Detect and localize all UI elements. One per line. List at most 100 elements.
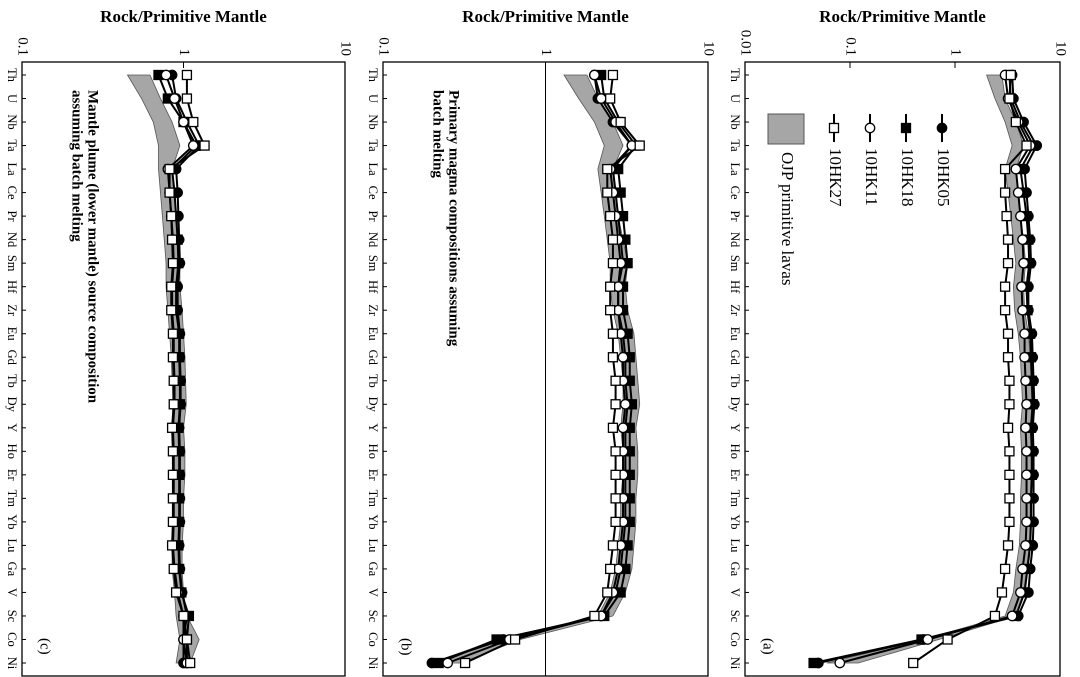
x-tick-label: Gd	[728, 350, 742, 366]
annotation: Mantle plume (lower mantle) source compo…	[85, 90, 101, 404]
x-tick-label: Pr	[5, 211, 19, 223]
axis-title: Rock/Primitive Mantle	[819, 7, 986, 26]
annotation: Primary magma compositions assuming	[446, 90, 462, 347]
annotation: assuming batch melting	[69, 90, 85, 242]
x-tick-label: Pr	[728, 211, 742, 223]
x-tick-label: Hf	[728, 280, 742, 294]
x-tick-label: U	[366, 94, 380, 103]
x-tick-label: Yb	[366, 514, 380, 529]
marker	[615, 116, 626, 128]
marker	[1010, 163, 1022, 175]
x-tick-label: Y	[366, 423, 380, 432]
marker	[181, 93, 193, 104]
x-tick-label: Pr	[366, 211, 380, 223]
marker	[1004, 399, 1015, 410]
marker	[1020, 375, 1031, 387]
x-tick-label: V	[366, 588, 380, 597]
panel-label: (b)	[398, 638, 414, 656]
legend-label: 10HK05	[934, 148, 953, 207]
marker	[1004, 493, 1015, 504]
marker	[166, 540, 178, 551]
x-tick-label: Ce	[5, 186, 19, 200]
x-tick-label: Gd	[366, 350, 380, 366]
marker	[1021, 445, 1032, 457]
marker	[442, 657, 454, 669]
marker	[1021, 516, 1032, 528]
marker	[1001, 210, 1012, 222]
marker	[164, 187, 175, 198]
marker	[160, 69, 172, 81]
x-tick-label: Th	[728, 68, 742, 83]
x-tick-label: Dy	[5, 397, 19, 413]
marker	[607, 328, 619, 339]
marker	[922, 634, 934, 645]
legend-label: 10HK11	[862, 148, 881, 206]
marker	[1004, 469, 1015, 480]
marker	[167, 352, 179, 363]
x-tick-label: Lu	[728, 538, 742, 553]
marker	[1017, 234, 1028, 245]
x-tick-label: Nd	[366, 232, 380, 248]
x-tick-label: Tb	[728, 374, 742, 388]
panel: 0.1 1 10 Th U Nb Ta La Ce Pr Nd Sm Hf Zr Eu Gd Tb Dy Y Ho Er…	[366, 37, 717, 677]
marker	[828, 122, 840, 134]
x-tick-label: Ni	[5, 657, 19, 670]
x-tick-label: Zr	[728, 304, 742, 317]
y-tick-label: 10	[338, 41, 354, 56]
marker	[1020, 540, 1031, 551]
marker	[169, 93, 180, 104]
marker	[610, 493, 621, 504]
x-tick-label: Ho	[728, 444, 742, 459]
legend-swatch	[767, 113, 805, 145]
marker	[167, 328, 179, 339]
x-tick-label: Tb	[366, 374, 380, 388]
marker	[999, 563, 1011, 575]
marker	[187, 140, 199, 151]
x-tick-label: Gd	[5, 350, 19, 366]
marker	[168, 563, 179, 575]
x-tick-label: Nb	[5, 114, 19, 129]
x-tick-label: Ho	[5, 444, 19, 459]
x-tick-label: Sm	[366, 255, 380, 272]
x-tick-label: Tm	[366, 490, 380, 508]
marker	[605, 210, 616, 222]
marker	[1019, 351, 1030, 363]
marker	[1019, 328, 1030, 340]
marker	[166, 305, 177, 316]
marker	[168, 375, 179, 386]
x-tick-label: Sc	[5, 610, 19, 623]
y-tick-label: 0.01	[738, 30, 754, 56]
panel: 0.1 1 10 Th U Nb Ta La Ce Pr Nd Sm Hf Zr Eu Gd Tb Dy Y Ho Er…	[5, 37, 354, 677]
y-tick-label: 10	[701, 41, 717, 56]
marker	[589, 610, 600, 622]
x-tick-label: Nd	[728, 232, 742, 248]
marker	[1015, 587, 1026, 598]
x-tick-label: Y	[728, 423, 742, 432]
marker	[166, 210, 177, 222]
x-tick-label: Lu	[366, 538, 380, 553]
marker	[602, 163, 613, 175]
marker	[1002, 352, 1014, 363]
marker	[607, 422, 619, 433]
x-tick-label: Ta	[366, 139, 380, 152]
x-tick-label: Ta	[728, 139, 742, 152]
marker	[1012, 187, 1024, 198]
series-line	[912, 74, 1028, 664]
marker	[595, 93, 607, 104]
axis-title: Rock/Primitive Mantle	[462, 7, 629, 26]
marker	[610, 399, 621, 410]
x-tick-label: Er	[728, 469, 742, 482]
marker	[1002, 422, 1014, 433]
marker	[166, 234, 178, 245]
marker	[164, 163, 175, 175]
marker	[1021, 398, 1032, 410]
marker	[605, 281, 616, 292]
marker	[610, 516, 621, 528]
marker	[1016, 281, 1027, 293]
marker	[602, 187, 613, 198]
x-tick-label: Er	[366, 469, 380, 482]
marker	[619, 398, 631, 410]
x-tick-label: Sm	[5, 255, 19, 272]
x-tick-label: Ga	[366, 562, 380, 577]
plot-frame	[744, 61, 1061, 677]
